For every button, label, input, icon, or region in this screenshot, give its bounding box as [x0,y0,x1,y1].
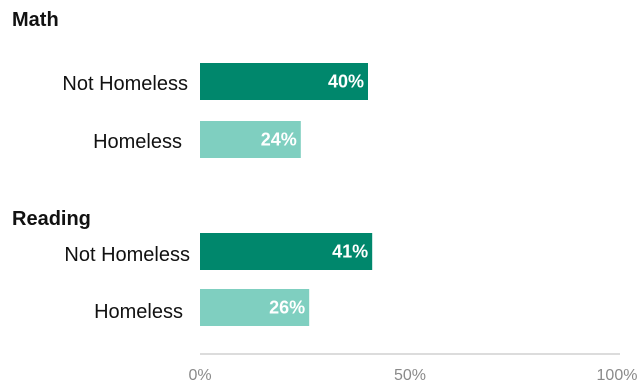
value-label-reading-homeless: 26% [269,298,305,318]
bar-math-not-homeless [200,63,368,100]
value-label-math-homeless: 24% [261,130,297,150]
category-label-math-homeless: Homeless [93,131,182,153]
bar-math-homeless [200,121,301,158]
x-tick-label-100: 100% [597,367,638,383]
value-label-reading-not-homeless: 41% [332,242,368,262]
section-title-reading: Reading [12,208,91,230]
category-label-reading-homeless: Homeless [94,301,183,323]
bar-reading-homeless [200,289,310,326]
category-label-math-not-homeless: Not Homeless [62,73,188,95]
category-label-reading-not-homeless: Not Homeless [64,244,190,266]
section-title-math: Math [12,9,59,31]
x-tick-label-50: 50% [394,367,426,383]
bar-reading-not-homeless [200,233,373,270]
x-tick-label-0: 0% [188,367,211,383]
value-label-math-not-homeless: 40% [328,72,364,92]
